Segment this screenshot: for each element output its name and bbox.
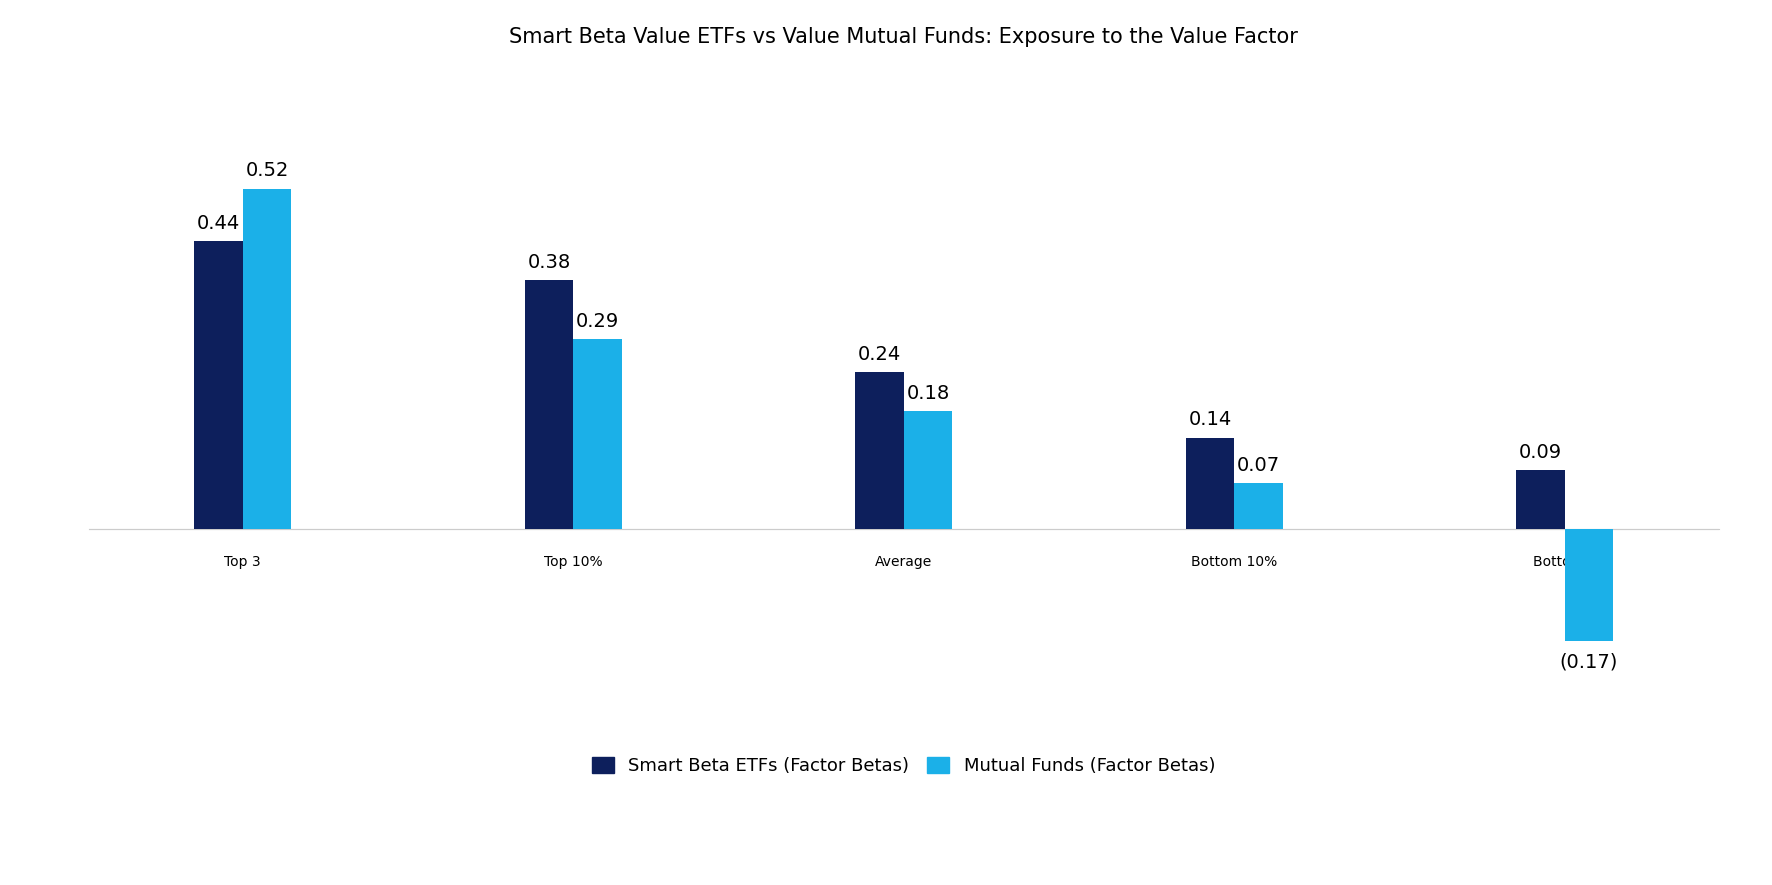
Bar	[195, 241, 243, 529]
Text: 0.18: 0.18	[905, 384, 950, 403]
Title: Smart Beta Value ETFs vs Value Mutual Funds: Exposure to the Value Factor: Smart Beta Value ETFs vs Value Mutual Fu…	[509, 27, 1299, 47]
Bar	[856, 372, 904, 529]
Bar	[574, 339, 622, 529]
Bar	[243, 189, 291, 529]
Text: 0.09: 0.09	[1519, 442, 1561, 462]
Text: 0.44: 0.44	[197, 213, 241, 233]
Bar	[1185, 437, 1233, 529]
Text: 0.38: 0.38	[528, 253, 571, 272]
Text: 0.07: 0.07	[1237, 456, 1279, 475]
Bar	[1517, 470, 1565, 529]
Text: (0.17): (0.17)	[1559, 652, 1618, 672]
Text: 0.24: 0.24	[858, 344, 902, 364]
Text: 0.14: 0.14	[1189, 410, 1232, 429]
Bar	[904, 412, 952, 529]
Text: 0.29: 0.29	[576, 312, 618, 331]
Bar	[525, 281, 574, 529]
Bar	[1565, 529, 1613, 641]
Text: 0.52: 0.52	[245, 161, 289, 181]
Legend: Smart Beta ETFs (Factor Betas), Mutual Funds (Factor Betas): Smart Beta ETFs (Factor Betas), Mutual F…	[585, 750, 1223, 782]
Bar	[1233, 483, 1283, 529]
